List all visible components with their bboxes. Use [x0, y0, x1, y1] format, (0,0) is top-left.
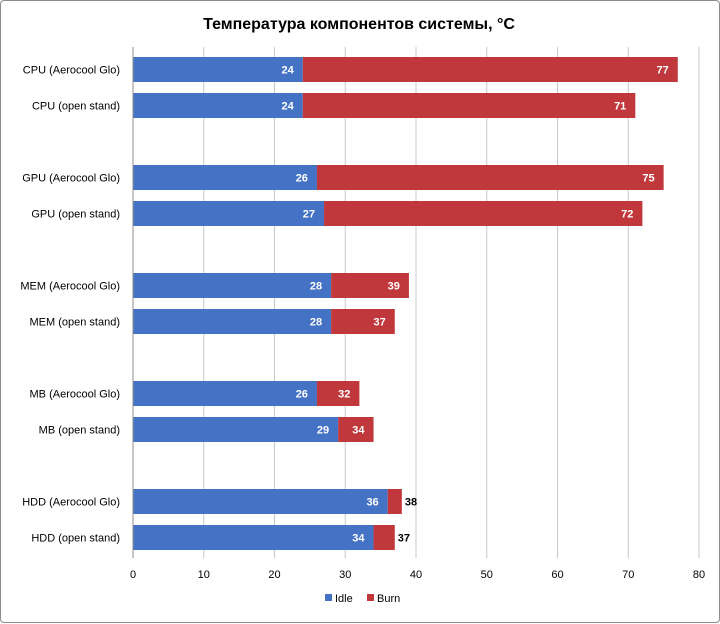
- bar-idle: [133, 57, 303, 82]
- category-label: MB (Aerocool Glo): [30, 389, 120, 401]
- category-label: CPU (Aerocool Glo): [23, 65, 120, 77]
- axis-layer: 0 10 20 30 40 50 60 70 80: [130, 47, 705, 581]
- data-label-burn: 37: [398, 533, 410, 545]
- x-tick-label: 0: [130, 569, 136, 581]
- data-label-burn: 72: [621, 209, 633, 221]
- data-label-burn: 37: [374, 317, 386, 329]
- bar-idle: [133, 273, 332, 298]
- category-label: HDD (Aerocool Glo): [22, 497, 120, 509]
- data-label-idle: 34: [352, 533, 365, 545]
- x-tick-label: 20: [268, 569, 280, 581]
- x-tick-label: 50: [481, 569, 493, 581]
- bar-idle: [133, 309, 332, 334]
- legend-swatch: [325, 594, 332, 601]
- legend-label: Burn: [377, 593, 400, 605]
- bar-idle: [133, 489, 388, 514]
- legend: Idle Burn: [325, 593, 400, 605]
- bar-burn: [316, 165, 664, 190]
- category-label: MEM (open stand): [30, 317, 120, 329]
- bar-burn: [331, 309, 395, 334]
- data-label-idle: 36: [366, 497, 378, 509]
- data-label-idle: 28: [310, 317, 322, 329]
- x-tick-label: 40: [410, 569, 422, 581]
- legend-label: Idle: [335, 593, 353, 605]
- data-label-burn: 38: [405, 497, 417, 509]
- bar-burn: [302, 93, 636, 118]
- category-label: CPU (open stand): [32, 101, 120, 113]
- data-label-burn: 32: [338, 389, 350, 401]
- x-tick-label: 70: [622, 569, 634, 581]
- category-label: GPU (open stand): [31, 209, 120, 221]
- data-label-idle: 28: [310, 281, 322, 293]
- bar-burn: [338, 417, 374, 442]
- data-label-burn: 34: [352, 425, 365, 437]
- bar-burn: [316, 381, 360, 406]
- data-label-idle: 29: [317, 425, 329, 437]
- bar-burn: [373, 525, 395, 550]
- category-label: MEM (Aerocool Glo): [20, 281, 120, 293]
- data-label-burn: 71: [614, 101, 626, 113]
- legend-swatch: [367, 594, 374, 601]
- data-label-idle: 24: [282, 101, 295, 113]
- data-label-idle: 26: [296, 173, 308, 185]
- bar-idle: [133, 525, 374, 550]
- bar-idle: [133, 93, 303, 118]
- bar-idle: [133, 201, 325, 226]
- category-label: GPU (Aerocool Glo): [22, 173, 120, 185]
- data-label-idle: 26: [296, 389, 308, 401]
- bar-burn: [324, 201, 643, 226]
- bar-burn: [387, 489, 402, 514]
- x-tick-label: 30: [339, 569, 351, 581]
- bars-layer: [133, 57, 678, 550]
- x-tick-label: 10: [198, 569, 210, 581]
- data-label-idle: 27: [303, 209, 315, 221]
- x-tick-label: 80: [693, 569, 705, 581]
- bar-idle: [133, 381, 317, 406]
- x-tick-label: 60: [551, 569, 563, 581]
- labels-layer: CPU (Aerocool Glo) 24 77 CPU (open stand) 24…: [20, 65, 668, 545]
- bar-burn: [302, 57, 678, 82]
- bar-idle: [133, 417, 339, 442]
- category-label: MB (open stand): [39, 425, 120, 437]
- chart-title: Температура компонентов системы, °C: [203, 16, 515, 33]
- data-label-burn: 39: [388, 281, 400, 293]
- data-label-idle: 24: [282, 65, 295, 77]
- grid-layer: [203, 47, 700, 558]
- category-label: HDD (open stand): [31, 533, 120, 545]
- data-label-burn: 75: [642, 173, 654, 185]
- bar-burn: [331, 273, 409, 298]
- data-label-burn: 77: [657, 65, 669, 77]
- bar-idle: [133, 165, 317, 190]
